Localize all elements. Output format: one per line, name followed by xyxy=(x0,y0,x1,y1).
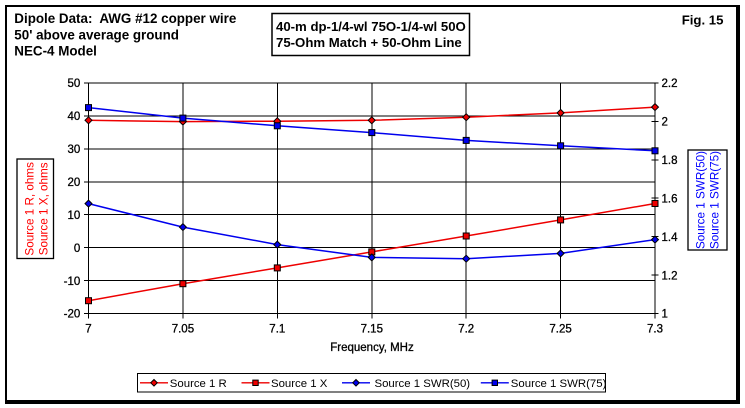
svg-text:1.2: 1.2 xyxy=(662,270,678,282)
svg-text:Frequency, MHz: Frequency, MHz xyxy=(330,342,414,354)
svg-text:Source 1 R: Source 1 R xyxy=(170,378,227,390)
svg-text:50' above average ground: 50' above average ground xyxy=(14,27,179,42)
svg-text:Source 1 SWR(75): Source 1 SWR(75) xyxy=(511,378,607,390)
svg-text:1.4: 1.4 xyxy=(662,232,679,244)
svg-text:7.05: 7.05 xyxy=(172,324,194,336)
svg-text:20: 20 xyxy=(68,177,81,189)
svg-text:2: 2 xyxy=(662,117,668,129)
svg-text:Dipole Data: AWG #12 copper w: Dipole Data: AWG #12 copper wire xyxy=(14,11,236,26)
svg-text:Source 1 SWR(75): Source 1 SWR(75) xyxy=(709,151,722,249)
svg-text:Source 1 SWR(50): Source 1 SWR(50) xyxy=(695,151,708,249)
svg-text:10: 10 xyxy=(68,210,81,222)
svg-text:0: 0 xyxy=(74,243,80,255)
svg-text:40: 40 xyxy=(68,111,81,123)
svg-text:Source 1 X: Source 1 X xyxy=(271,378,328,390)
svg-text:40-m dp-1/4-wl 75O-1/4-wl 50O: 40-m dp-1/4-wl 75O-1/4-wl 50O xyxy=(276,19,466,34)
svg-text:Source 1 R, ohms: Source 1 R, ohms xyxy=(24,162,37,256)
svg-text:Fig. 15: Fig. 15 xyxy=(682,12,724,27)
svg-text:75-Ohm Match + 50-Ohm Line: 75-Ohm Match + 50-Ohm Line xyxy=(276,35,462,50)
svg-text:Source 1 X, ohms: Source 1 X, ohms xyxy=(38,162,51,255)
svg-text:1.6: 1.6 xyxy=(662,193,678,205)
svg-text:2.2: 2.2 xyxy=(662,78,678,90)
svg-text:Source 1 SWR(50): Source 1 SWR(50) xyxy=(375,378,471,390)
svg-text:7.15: 7.15 xyxy=(361,324,383,336)
svg-text:NEC-4 Model: NEC-4 Model xyxy=(14,44,97,59)
svg-text:-20: -20 xyxy=(64,309,81,321)
svg-text:7.1: 7.1 xyxy=(269,324,285,336)
svg-text:1.8: 1.8 xyxy=(662,155,678,167)
svg-text:7: 7 xyxy=(85,324,91,336)
svg-text:30: 30 xyxy=(68,144,81,156)
svg-text:-10: -10 xyxy=(64,276,81,288)
svg-text:7.3: 7.3 xyxy=(647,324,663,336)
svg-text:7.25: 7.25 xyxy=(549,324,571,336)
svg-text:7.2: 7.2 xyxy=(458,324,474,336)
svg-text:50: 50 xyxy=(68,78,81,90)
svg-text:1: 1 xyxy=(662,309,668,321)
